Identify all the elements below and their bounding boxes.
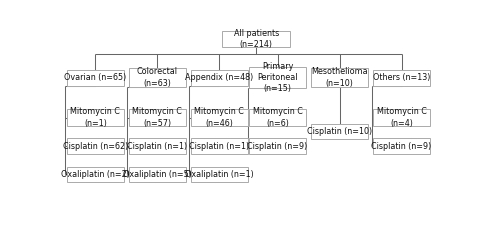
Text: Cisplatin (n=9): Cisplatin (n=9) xyxy=(372,142,432,151)
FancyBboxPatch shape xyxy=(130,68,186,87)
FancyBboxPatch shape xyxy=(374,70,430,85)
Text: Appendix (n=48): Appendix (n=48) xyxy=(186,73,254,82)
FancyBboxPatch shape xyxy=(68,70,124,85)
Text: Oxaliplatin (n=1): Oxaliplatin (n=1) xyxy=(185,170,254,179)
Text: Mitomycin C
(n=1): Mitomycin C (n=1) xyxy=(70,107,120,128)
Text: Ovarian (n=65): Ovarian (n=65) xyxy=(64,73,126,82)
Text: Cisplatin (n=10): Cisplatin (n=10) xyxy=(307,127,372,136)
FancyBboxPatch shape xyxy=(312,68,368,87)
Text: Cisplatin (n=1): Cisplatin (n=1) xyxy=(128,142,188,151)
FancyBboxPatch shape xyxy=(68,109,124,126)
FancyBboxPatch shape xyxy=(68,138,124,154)
Text: Others (n=13): Others (n=13) xyxy=(373,73,430,82)
FancyBboxPatch shape xyxy=(312,124,368,139)
FancyBboxPatch shape xyxy=(250,67,306,88)
FancyBboxPatch shape xyxy=(374,109,430,126)
FancyBboxPatch shape xyxy=(250,138,306,154)
FancyBboxPatch shape xyxy=(130,138,186,154)
FancyBboxPatch shape xyxy=(192,109,248,126)
Text: Oxaliplatin (n=5): Oxaliplatin (n=5) xyxy=(123,170,192,179)
FancyBboxPatch shape xyxy=(192,70,248,85)
FancyBboxPatch shape xyxy=(68,167,124,182)
Text: Mitomycin C
(n=46): Mitomycin C (n=46) xyxy=(194,107,244,128)
Text: Cisplatin (n=1): Cisplatin (n=1) xyxy=(190,142,250,151)
FancyBboxPatch shape xyxy=(192,167,248,182)
Text: Colorectal
(n=63): Colorectal (n=63) xyxy=(137,67,178,88)
Text: Mesothelioma
(n=10): Mesothelioma (n=10) xyxy=(311,67,368,88)
FancyBboxPatch shape xyxy=(192,138,248,154)
FancyBboxPatch shape xyxy=(250,109,306,126)
Text: All patients
(n=214): All patients (n=214) xyxy=(234,29,279,49)
Text: Cisplatin (n=62): Cisplatin (n=62) xyxy=(63,142,128,151)
Text: Mitomycin C
(n=4): Mitomycin C (n=4) xyxy=(376,107,426,128)
Text: Primary
Peritoneal
(n=15): Primary Peritoneal (n=15) xyxy=(258,62,298,93)
FancyBboxPatch shape xyxy=(130,167,186,182)
FancyBboxPatch shape xyxy=(130,109,186,126)
FancyBboxPatch shape xyxy=(374,138,430,154)
Text: Oxaliplatin (n=2): Oxaliplatin (n=2) xyxy=(61,170,130,179)
Text: Mitomycin C
(n=57): Mitomycin C (n=57) xyxy=(132,107,182,128)
FancyBboxPatch shape xyxy=(222,31,290,47)
Text: Mitomycin C
(n=6): Mitomycin C (n=6) xyxy=(252,107,302,128)
Text: Cisplatin (n=9): Cisplatin (n=9) xyxy=(248,142,308,151)
